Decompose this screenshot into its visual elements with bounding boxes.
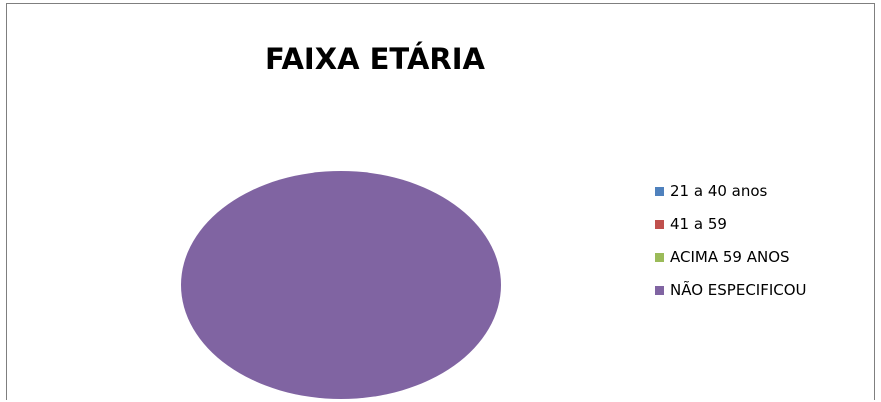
legend-swatch — [655, 186, 664, 196]
chart-area: FAIXA ETÁRIA 21 a 40 anos 41 a 59 ACIMA … — [6, 3, 875, 400]
legend-label: 21 a 40 anos — [670, 182, 768, 200]
chart-title: FAIXA ETÁRIA — [265, 42, 485, 76]
legend-swatch — [655, 252, 664, 262]
legend-label: 41 a 59 — [670, 215, 727, 233]
legend-label: NÃO ESPECIFICOU — [670, 281, 807, 299]
legend-swatch — [655, 285, 664, 295]
legend-item-41-a-59: 41 a 59 — [655, 212, 807, 236]
legend-item-21-a-40-anos: 21 a 40 anos — [655, 179, 807, 203]
legend-label: ACIMA 59 ANOS — [670, 248, 790, 266]
legend-swatch — [655, 219, 664, 229]
pie-chart — [181, 171, 501, 399]
legend: 21 a 40 anos 41 a 59 ACIMA 59 ANOS NÃO E… — [655, 179, 807, 311]
legend-item-nao-especificou: NÃO ESPECIFICOU — [655, 278, 807, 302]
legend-item-acima-59-anos: ACIMA 59 ANOS — [655, 245, 807, 269]
pie-slice-3 — [181, 171, 501, 399]
